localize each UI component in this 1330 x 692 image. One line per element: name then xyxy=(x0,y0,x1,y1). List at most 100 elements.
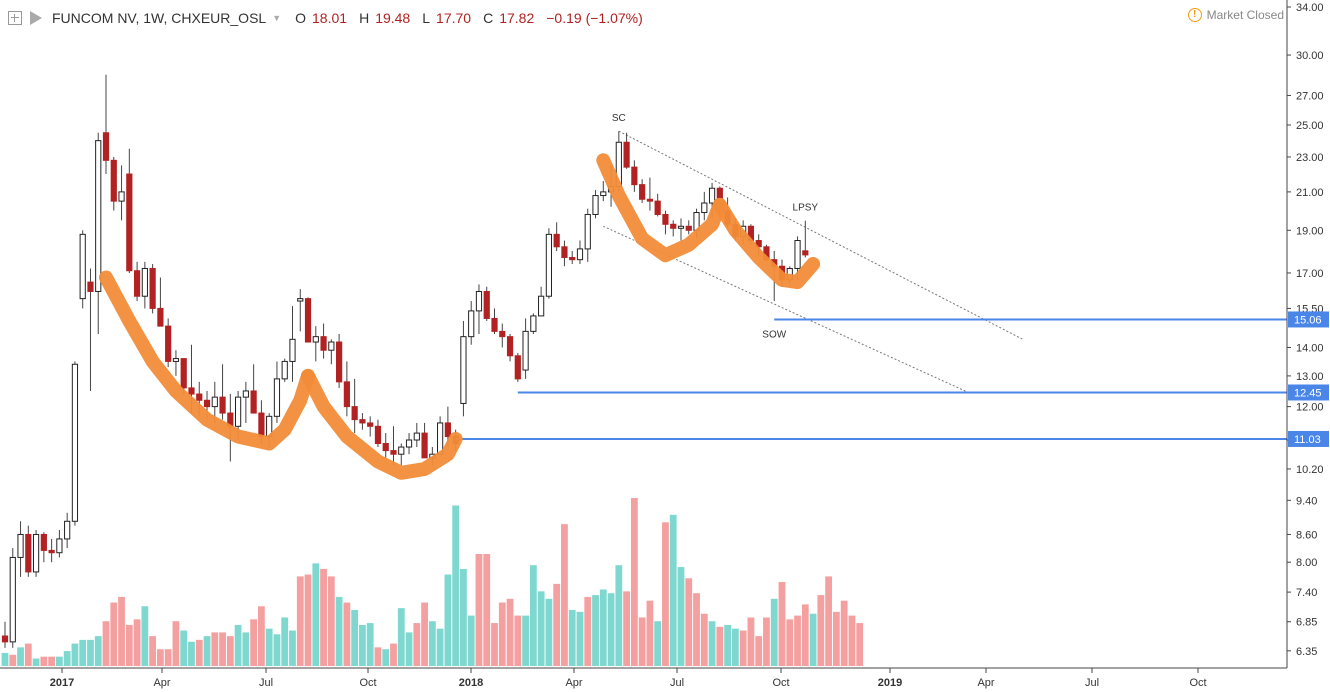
chevron-down-icon[interactable]: ▼ xyxy=(272,13,282,23)
candle-body xyxy=(149,267,156,309)
volume-bar xyxy=(55,656,63,666)
candle-body xyxy=(491,317,498,332)
change-value: −0.19 (−1.07%) xyxy=(546,10,643,26)
candle-body xyxy=(576,248,584,261)
x-tick-label: Jul xyxy=(1085,677,1099,689)
candle-body xyxy=(444,422,451,438)
candle-body xyxy=(413,432,420,441)
volume-bar xyxy=(40,656,48,666)
expand-icon[interactable] xyxy=(8,11,22,25)
volume-bar xyxy=(809,613,817,666)
volume-bar xyxy=(312,563,320,666)
candle-body xyxy=(281,360,288,380)
y-tick-label: 14.00 xyxy=(1296,342,1324,354)
candle-body xyxy=(110,159,117,202)
candle-body xyxy=(1,635,9,643)
volume-bar xyxy=(428,621,436,666)
candle-body xyxy=(592,195,599,215)
market-status[interactable]: ! Market Closed xyxy=(1187,8,1284,22)
candle-body xyxy=(32,533,40,573)
candle-body xyxy=(398,446,405,455)
volume-bar xyxy=(335,596,343,666)
volume-bar xyxy=(716,626,724,666)
candle-body xyxy=(9,556,16,643)
candle-body xyxy=(421,432,428,459)
y-tick-label: 10.20 xyxy=(1296,464,1324,476)
candle-body xyxy=(141,267,148,297)
price-tag xyxy=(1288,384,1329,401)
candle-body xyxy=(390,450,397,455)
price-tag-label: 12.45 xyxy=(1294,387,1322,399)
volume-bar xyxy=(856,623,864,666)
volume-bar xyxy=(390,643,397,666)
candle-body xyxy=(670,223,677,229)
volume-bar xyxy=(203,636,211,666)
volume-bar xyxy=(265,628,273,666)
x-tick-label: Jul xyxy=(670,677,684,689)
volume-bar xyxy=(79,639,87,666)
open-value: 18.01 xyxy=(312,10,348,26)
open-label: O xyxy=(295,10,307,26)
candle-body xyxy=(25,533,32,573)
volume-bar xyxy=(708,621,716,666)
candle-body xyxy=(522,330,529,371)
y-tick-label: 19.00 xyxy=(1296,225,1324,237)
close-label: C xyxy=(483,10,494,26)
price-tag xyxy=(1288,430,1329,447)
x-tick-label: 2017 xyxy=(50,677,74,689)
volume-bar xyxy=(382,649,390,666)
annotation-label: SOW xyxy=(762,329,786,340)
candle-body xyxy=(64,520,71,540)
volume-bar xyxy=(607,593,615,666)
candle-body xyxy=(126,173,133,272)
candle-body xyxy=(584,213,591,250)
candle-body xyxy=(437,422,444,455)
volume-bar xyxy=(351,610,359,666)
candle-body xyxy=(662,213,669,225)
volume-bar xyxy=(421,602,428,666)
candle-body xyxy=(211,396,218,408)
candle-body xyxy=(297,298,304,302)
drawn-curve xyxy=(712,197,821,290)
symbol-title[interactable]: FUNCOM NV, 1W, CHXEUR_OSL xyxy=(52,10,267,26)
volume-bar xyxy=(273,634,281,666)
volume-bar xyxy=(848,615,856,666)
candle-body xyxy=(79,233,86,300)
candle-body xyxy=(359,419,366,424)
chart-header: FUNCOM NV, 1W, CHXEUR_OSL ▼ O 18.01 H 19.4… xyxy=(8,8,643,28)
volume-bar xyxy=(258,606,265,666)
annotation-label: SC xyxy=(612,113,626,124)
volume-bar xyxy=(817,595,825,666)
volume-bar xyxy=(475,554,483,666)
candle-body xyxy=(569,256,576,261)
candle-body xyxy=(553,233,560,248)
candle-body xyxy=(708,187,716,204)
candle-body xyxy=(328,341,335,351)
volume-bar xyxy=(825,576,833,666)
low-label: L xyxy=(422,10,431,26)
candle-body xyxy=(351,406,358,421)
volume-bar xyxy=(48,656,56,666)
volume-bar xyxy=(630,498,638,666)
volume-bar xyxy=(281,617,289,666)
volume-bar xyxy=(786,619,794,666)
volume-bar xyxy=(747,617,755,666)
volume-bar xyxy=(491,623,498,666)
y-tick-label: 12.00 xyxy=(1296,402,1324,414)
volume-bar xyxy=(9,654,17,666)
volume-bar xyxy=(234,624,242,666)
volume-bar xyxy=(669,514,677,666)
y-tick-label: 8.60 xyxy=(1296,529,1317,541)
candle-body xyxy=(475,290,483,312)
volume-bar xyxy=(195,639,203,666)
x-tick-label: Oct xyxy=(359,677,376,689)
drawn-curve xyxy=(99,270,315,451)
y-tick-label: 8.00 xyxy=(1296,557,1317,569)
candle-body xyxy=(623,141,630,168)
volume-bar xyxy=(71,643,79,666)
volume-bar xyxy=(320,568,327,666)
volume-bar xyxy=(24,643,32,666)
x-tick-label: Apr xyxy=(153,677,170,689)
